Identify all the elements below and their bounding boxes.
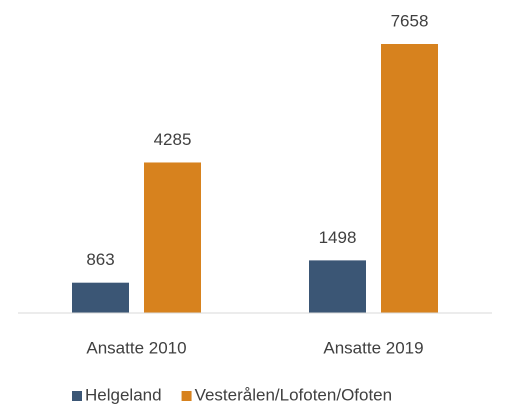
x-tick-label: Ansatte 2010 xyxy=(86,338,186,357)
data-label: 1498 xyxy=(319,228,357,247)
bar xyxy=(309,260,366,313)
data-label: 4285 xyxy=(154,130,192,149)
bar xyxy=(381,44,438,313)
data-label: 863 xyxy=(86,250,114,269)
bar xyxy=(144,162,201,313)
data-label: 7658 xyxy=(391,11,429,30)
legend-label: Vesterålen/Lofoten/Ofoten xyxy=(195,385,393,404)
bar xyxy=(72,282,129,313)
legend-label: Helgeland xyxy=(85,385,162,404)
x-tick-label: Ansatte 2019 xyxy=(323,338,423,357)
legend-swatch xyxy=(72,391,82,401)
legend-swatch xyxy=(181,391,192,401)
